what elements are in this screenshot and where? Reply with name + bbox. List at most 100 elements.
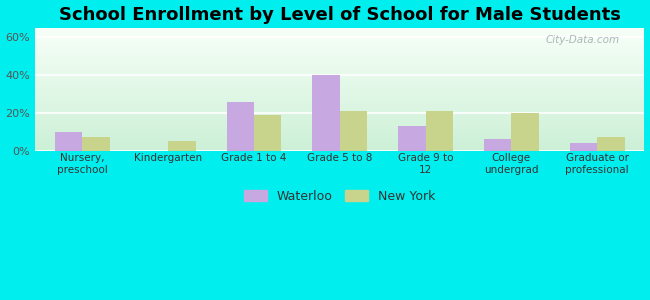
Bar xyxy=(35,136,644,137)
Bar xyxy=(35,81,644,82)
Bar xyxy=(35,95,644,96)
Bar xyxy=(35,64,644,65)
Bar xyxy=(35,110,644,111)
Bar xyxy=(35,134,644,135)
Bar xyxy=(35,82,644,83)
Bar xyxy=(35,114,644,115)
Bar xyxy=(35,39,644,40)
Bar xyxy=(35,96,644,97)
Bar xyxy=(35,34,644,35)
Bar xyxy=(35,37,644,38)
Bar xyxy=(35,35,644,36)
Bar xyxy=(35,105,644,106)
Bar xyxy=(35,111,644,112)
Bar xyxy=(227,101,254,151)
Bar xyxy=(35,89,644,90)
Bar xyxy=(35,141,644,142)
Bar xyxy=(35,88,644,89)
Bar xyxy=(35,78,644,79)
Bar xyxy=(35,45,644,46)
Text: City-Data.com: City-Data.com xyxy=(546,35,620,45)
Bar xyxy=(35,33,644,34)
Bar xyxy=(35,57,644,58)
Bar xyxy=(35,118,644,119)
Bar xyxy=(35,147,644,148)
Bar xyxy=(313,75,340,151)
Bar xyxy=(35,51,644,52)
Bar xyxy=(35,123,644,124)
Bar xyxy=(35,126,644,127)
Bar xyxy=(35,28,644,29)
Bar xyxy=(426,111,453,151)
Bar xyxy=(35,108,644,109)
Bar xyxy=(35,145,644,146)
Bar xyxy=(35,150,644,151)
Bar xyxy=(35,72,644,73)
Bar xyxy=(512,113,539,151)
Bar xyxy=(35,71,644,72)
Bar xyxy=(35,68,644,69)
Bar xyxy=(35,92,644,93)
Bar xyxy=(35,47,644,48)
Bar xyxy=(35,40,644,41)
Bar xyxy=(35,66,644,67)
Bar xyxy=(35,44,644,45)
Bar xyxy=(35,86,644,87)
Bar xyxy=(35,146,644,147)
Bar xyxy=(35,61,644,62)
Bar xyxy=(35,41,644,42)
Bar xyxy=(35,84,644,85)
Bar xyxy=(35,133,644,134)
Bar xyxy=(35,128,644,129)
Bar xyxy=(35,53,644,54)
Bar xyxy=(35,129,644,130)
Bar xyxy=(35,67,644,68)
Bar xyxy=(35,36,644,37)
Bar xyxy=(484,139,512,151)
Bar xyxy=(35,87,644,88)
Bar xyxy=(35,139,644,140)
Bar xyxy=(35,54,644,55)
Bar xyxy=(55,132,83,151)
Bar xyxy=(35,29,644,30)
Bar xyxy=(35,102,644,103)
Bar xyxy=(35,115,644,116)
Bar xyxy=(35,58,644,59)
Bar xyxy=(35,38,644,39)
Bar xyxy=(35,77,644,78)
Bar xyxy=(35,69,644,70)
Bar xyxy=(35,98,644,99)
Bar xyxy=(35,117,644,118)
Bar xyxy=(35,76,644,77)
Bar xyxy=(35,90,644,91)
Bar xyxy=(35,99,644,100)
Bar xyxy=(35,132,644,133)
Bar xyxy=(35,137,644,138)
Bar xyxy=(340,111,367,151)
Bar xyxy=(35,138,644,139)
Bar xyxy=(35,94,644,95)
Bar xyxy=(35,61,644,62)
Bar xyxy=(35,148,644,149)
Bar xyxy=(35,125,644,126)
Bar xyxy=(570,143,597,151)
Bar xyxy=(35,56,644,57)
Bar xyxy=(35,113,644,114)
Bar xyxy=(35,149,644,150)
Bar xyxy=(35,55,644,56)
Bar xyxy=(35,131,644,132)
Bar xyxy=(254,115,281,151)
Bar xyxy=(35,143,644,144)
Bar xyxy=(597,137,625,151)
Bar xyxy=(35,122,644,123)
Bar xyxy=(35,75,644,76)
Bar xyxy=(35,127,644,128)
Bar xyxy=(35,46,644,47)
Bar xyxy=(35,140,644,141)
Title: School Enrollment by Level of School for Male Students: School Enrollment by Level of School for… xyxy=(59,6,621,24)
Bar xyxy=(35,124,644,125)
Bar xyxy=(35,130,644,131)
Bar xyxy=(35,48,644,49)
Legend: Waterloo, New York: Waterloo, New York xyxy=(239,185,440,208)
Bar xyxy=(35,60,644,61)
